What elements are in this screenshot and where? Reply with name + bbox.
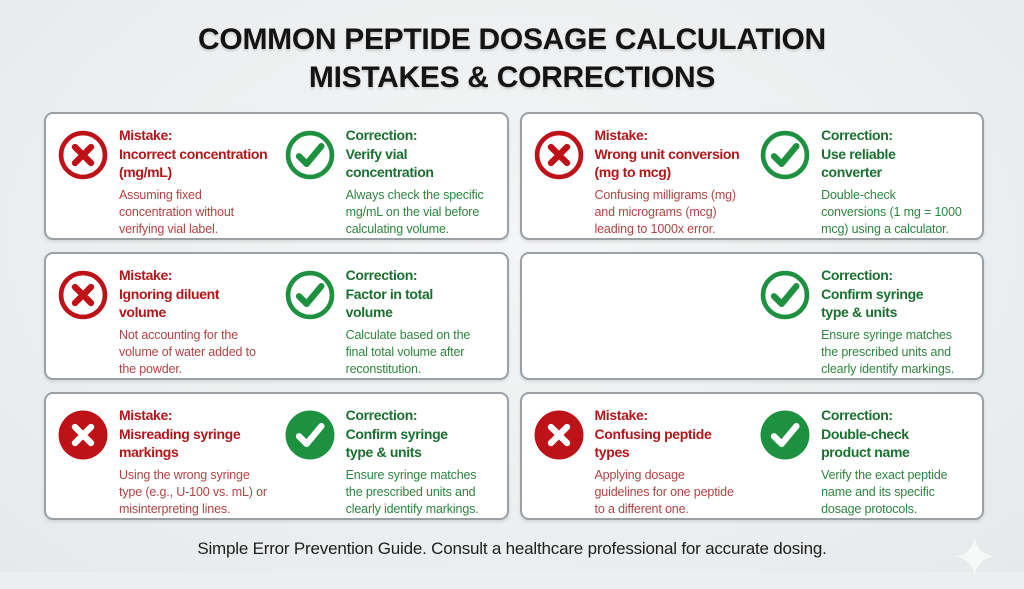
- correction-body: Always check the specific mg/mL on the v…: [345, 187, 484, 236]
- mistake-section: Mistake: Confusing peptide types Applyin…: [532, 403, 759, 516]
- mistake-heading: Wrong unit conversion (mg to mcg): [594, 145, 740, 181]
- disclaimer-text: Simple Error Prevention Guide. Consult a…: [197, 539, 827, 558]
- page-title-line-2: MISTAKES & CORRECTIONS: [308, 61, 716, 94]
- mistake-body: Not accounting for the volume of water a…: [119, 327, 256, 376]
- check-circle-icon: [758, 268, 812, 322]
- correction-body: Verify the exact peptide name and its sp…: [821, 467, 948, 516]
- page-title: COMMON PEPTIDE DOSAGE CALCULATION MISTAK…: [0, 0, 1024, 97]
- card-confirm-syringe-correction-only: Correction: Confirm syringe type & units…: [519, 252, 984, 380]
- x-circle-filled-icon: [56, 408, 110, 462]
- mistake-section: Mistake: Misreading syringe markings Usi…: [56, 403, 283, 516]
- mistake-text: Mistake: Wrong unit conversion (mg to mc…: [595, 126, 759, 238]
- card-incorrect-concentration: Mistake: Incorrect concentration (mg/mL)…: [44, 112, 509, 240]
- correction-section: Correction: Factor in total volume Calcu…: [283, 263, 501, 376]
- correction-section: Correction: Use reliable converter Doubl…: [758, 123, 976, 236]
- mistake-body: Confusing milligrams (mg) and micrograms…: [594, 187, 737, 236]
- check-circle-icon: [758, 128, 812, 182]
- correction-label: Correction:: [821, 407, 893, 423]
- correction-text: Correction: Double-check product name Ve…: [821, 406, 976, 518]
- check-circle-filled-icon: [758, 408, 812, 462]
- mistake-label: Mistake:: [594, 127, 649, 143]
- correction-section: Correction: Confirm syringe type & units…: [758, 263, 976, 376]
- mistake-text: Mistake: Confusing peptide types Applyin…: [595, 406, 759, 518]
- correction-body: Ensure syringe matches the prescribed un…: [345, 467, 479, 516]
- correction-heading: Verify vial concentration: [345, 145, 434, 181]
- correction-section: Correction: Confirm syringe type & units…: [283, 403, 501, 516]
- page-title-line-1: COMMON PEPTIDE DOSAGE CALCULATION: [198, 23, 826, 56]
- correction-heading: Double-check product name: [821, 425, 910, 461]
- mistake-body: Applying dosage guidelines for one pepti…: [594, 467, 734, 516]
- correction-text: Correction: Verify vial concentration Al…: [346, 126, 501, 238]
- correction-heading: Use reliable converter: [821, 145, 896, 181]
- mistake-label: Mistake:: [594, 407, 649, 423]
- correction-label: Correction:: [821, 127, 893, 143]
- correction-label: Correction:: [345, 127, 418, 143]
- x-circle-icon: [56, 268, 110, 322]
- correction-body: Ensure syringe matches the prescribed un…: [821, 327, 955, 376]
- mistake-section: Mistake: Wrong unit conversion (mg to mc…: [532, 123, 759, 236]
- mistake-body: Assuming fixed concentration without ver…: [119, 187, 234, 236]
- cards-grid: Mistake: Incorrect concentration (mg/mL)…: [44, 112, 984, 520]
- check-circle-icon: [283, 268, 337, 322]
- correction-heading: Confirm syringe type & units: [821, 285, 924, 321]
- card-confusing-peptide-types: Mistake: Confusing peptide types Applyin…: [519, 392, 984, 520]
- mistake-label: Mistake:: [119, 127, 173, 143]
- mistake-heading: Ignoring diluent volume: [119, 285, 220, 321]
- card-misreading-syringe-markings: Mistake: Misreading syringe markings Usi…: [44, 392, 509, 520]
- mistake-text: Mistake: Ignoring diluent volume Not acc…: [119, 266, 283, 378]
- correction-text: Correction: Factor in total volume Calcu…: [346, 266, 501, 378]
- correction-heading: Confirm syringe type & units: [345, 425, 448, 461]
- mistake-section: Mistake: Ignoring diluent volume Not acc…: [56, 263, 283, 376]
- x-circle-icon: [56, 128, 110, 182]
- correction-label: Correction:: [345, 267, 418, 283]
- empty-mistake-area: [532, 263, 759, 372]
- correction-text: Correction: Use reliable converter Doubl…: [821, 126, 976, 238]
- correction-heading: Factor in total volume: [345, 285, 434, 321]
- mistake-label: Mistake:: [119, 267, 173, 283]
- correction-body: Calculate based on the final total volum…: [345, 327, 471, 376]
- correction-section: Correction: Verify vial concentration Al…: [283, 123, 501, 236]
- correction-body: Double-check conversions (1 mg = 1000 mc…: [821, 187, 962, 236]
- card-wrong-unit-conversion: Mistake: Wrong unit conversion (mg to mc…: [519, 112, 984, 240]
- x-circle-filled-icon: [532, 408, 586, 462]
- correction-label: Correction:: [821, 267, 893, 283]
- check-circle-filled-icon: [283, 408, 337, 462]
- mistake-label: Mistake:: [119, 407, 173, 423]
- mistake-heading: Misreading syringe markings: [119, 425, 241, 461]
- card-ignoring-diluent-volume: Mistake: Ignoring diluent volume Not acc…: [44, 252, 509, 380]
- mistake-section: Mistake: Incorrect concentration (mg/mL)…: [56, 123, 283, 236]
- correction-label: Correction:: [345, 407, 418, 423]
- mistake-heading: Incorrect concentration (mg/mL): [119, 145, 268, 181]
- correction-text: Correction: Confirm syringe type & units…: [346, 406, 501, 518]
- mistake-text: Mistake: Incorrect concentration (mg/mL)…: [119, 126, 283, 238]
- correction-text: Correction: Confirm syringe type & units…: [821, 266, 976, 378]
- check-circle-icon: [283, 128, 337, 182]
- mistake-heading: Confusing peptide types: [594, 425, 712, 461]
- mistake-body: Using the wrong syringe type (e.g., U-10…: [119, 467, 267, 516]
- mistake-text: Mistake: Misreading syringe markings Usi…: [119, 406, 283, 518]
- x-circle-icon: [532, 128, 586, 182]
- correction-section: Correction: Double-check product name Ve…: [758, 403, 976, 516]
